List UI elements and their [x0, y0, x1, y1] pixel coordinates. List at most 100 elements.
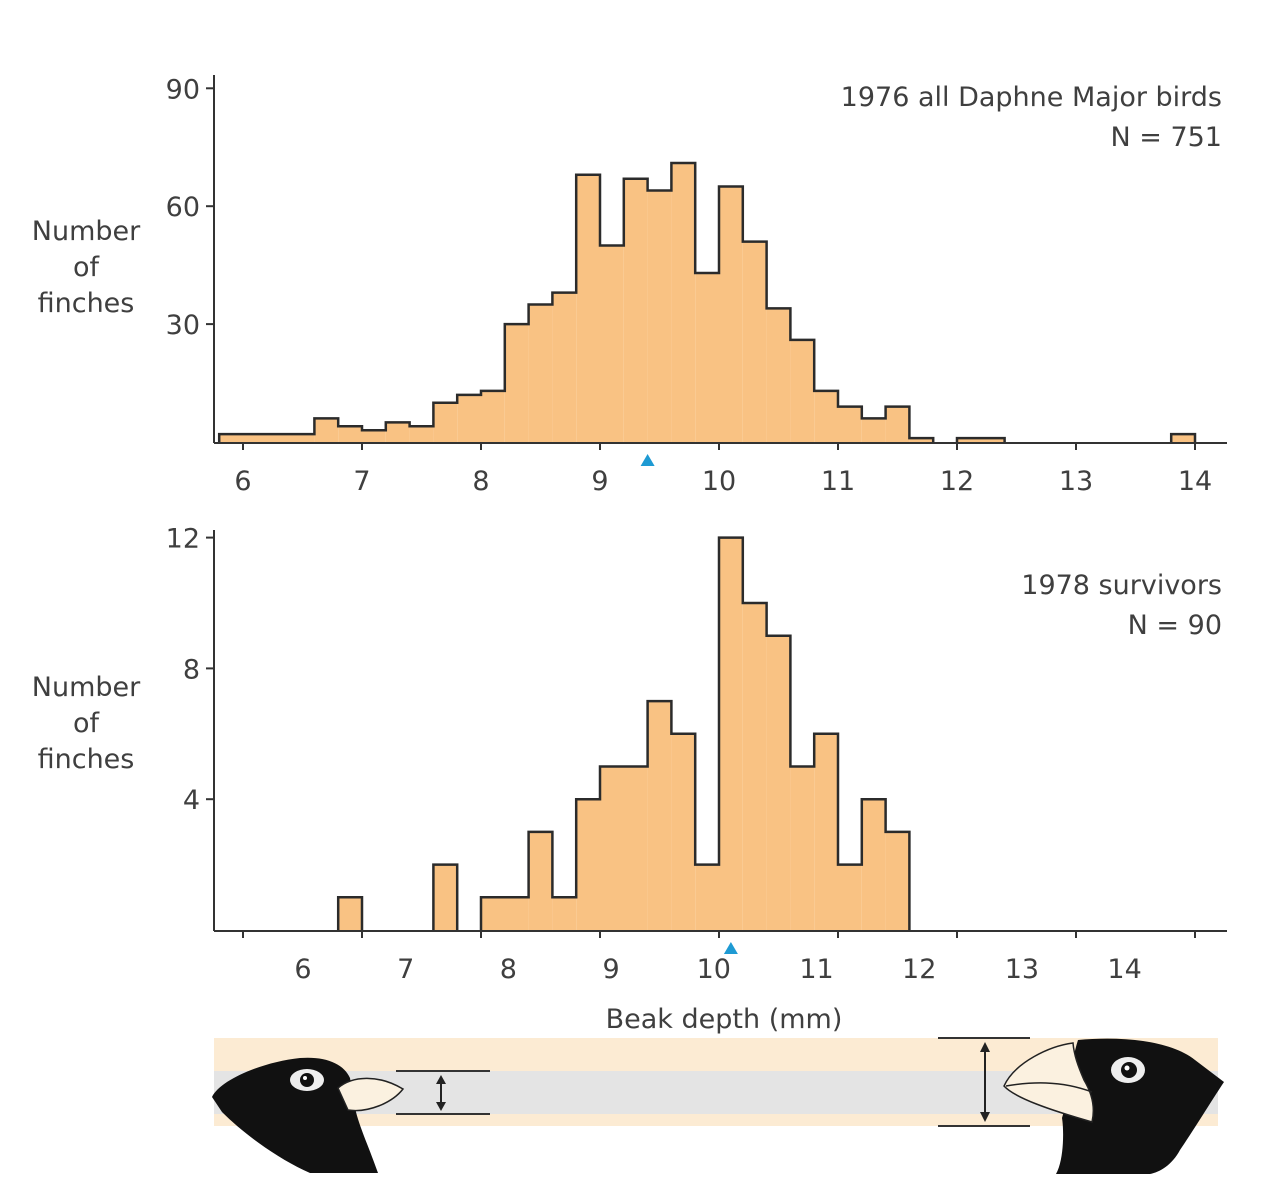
- y-tick-label: 90: [166, 74, 200, 105]
- histogram-outline: [217, 161, 1197, 442]
- histogram-bin: [481, 390, 505, 442]
- svg-text:Number: Number: [32, 672, 141, 703]
- histogram-bin: [576, 799, 600, 930]
- histogram-bin: [219, 434, 315, 442]
- histogram-bin: [790, 339, 815, 442]
- histogram-bin: [338, 426, 362, 442]
- histogram-bin: [433, 864, 458, 930]
- x-axis-label: Beak depth (mm): [606, 1004, 843, 1035]
- histogram-bin: [481, 897, 529, 930]
- x-tick-label: 12: [940, 466, 974, 497]
- x-tick-label: 14: [1107, 954, 1141, 985]
- histogram-bin: [552, 897, 577, 930]
- x-tick-label: 8: [472, 466, 489, 497]
- histogram-bin: [528, 831, 553, 930]
- x-tick-label: 7: [397, 954, 414, 985]
- svg-text:finches: finches: [38, 744, 135, 775]
- histogram-bin: [671, 733, 696, 930]
- x-tick-label: 8: [500, 954, 517, 985]
- y-tick-label: 8: [183, 654, 200, 685]
- histogram-bin: [576, 174, 600, 442]
- histogram-bin: [719, 186, 743, 442]
- histogram-bars: [338, 537, 910, 930]
- x-ticks: 6 7 8 9 10 11 12 13 14: [242, 931, 1196, 985]
- histogram-bin: [742, 241, 767, 442]
- histogram-bin: [861, 418, 886, 442]
- x-tick-label: 13: [1005, 954, 1039, 985]
- histogram-bin: [600, 245, 624, 442]
- x-tick-label: 9: [603, 954, 620, 985]
- histogram-bin: [861, 799, 886, 930]
- sample-size: N = 751: [1110, 122, 1222, 153]
- svg-text:Number: Number: [32, 216, 141, 247]
- histogram-bin: [647, 190, 672, 442]
- x-tick-label: 11: [799, 954, 833, 985]
- histogram-1976: 30 60 90 6 7 8 9 10 11 12 13 14 1976 all Daphne Ma…: [32, 74, 1227, 497]
- svg-text:of: of: [73, 252, 101, 283]
- x-tick-label: 10: [702, 466, 736, 497]
- histogram-bin: [409, 426, 434, 442]
- x-tick-label: 11: [821, 466, 855, 497]
- histogram-bin: [314, 418, 339, 442]
- large-beak-finch-icon: [1003, 1038, 1224, 1174]
- x-tick-label: 13: [1059, 466, 1093, 497]
- histogram-bin: [338, 897, 362, 930]
- histogram-bin: [790, 766, 815, 930]
- mean-marker-icon: [723, 942, 738, 954]
- small-depth-arrow-icon: [436, 1075, 446, 1111]
- histogram-bin: [957, 438, 1005, 442]
- y-ticks: 30 60 90: [166, 74, 214, 341]
- histogram-bin: [600, 766, 648, 930]
- svg-text:finches: finches: [38, 288, 135, 319]
- histogram-bin: [1171, 434, 1195, 442]
- histogram-bars: [219, 162, 1195, 442]
- large-depth-arrow-icon: [980, 1042, 990, 1122]
- histogram-bin: [695, 864, 719, 930]
- histogram-bin: [695, 273, 719, 442]
- histogram-bin: [623, 178, 648, 442]
- x-tick-label: 7: [353, 466, 370, 497]
- histogram-bin: [647, 701, 672, 930]
- sample-size: N = 90: [1128, 610, 1222, 641]
- y-axis-label: Number of finches: [32, 216, 141, 319]
- x-tick-label: 10: [697, 954, 731, 985]
- histogram-bin: [909, 438, 934, 442]
- x-tick-label: 6: [294, 954, 311, 985]
- histogram-bin: [838, 864, 862, 930]
- histogram-outline: [336, 536, 911, 930]
- histogram-bin: [528, 304, 553, 442]
- histogram-1978: 4 8 12 6 7 8 9 10 11 12 13 14 1978 survivors N = 9…: [32, 524, 1227, 1035]
- chart-title: 1976 all Daphne Major birds: [841, 82, 1222, 113]
- y-axis-label: Number of finches: [32, 672, 141, 775]
- y-ticks: 4 8 12: [166, 524, 214, 816]
- mean-marker-icon: [640, 454, 655, 466]
- small-beak-finch-icon: [212, 1057, 405, 1173]
- x-tick-label: 14: [1178, 466, 1212, 497]
- x-ticks: 6 7 8 9 10 11 12 13 14: [234, 443, 1212, 497]
- y-tick-label: 60: [166, 192, 200, 223]
- histogram-bin: [433, 402, 458, 442]
- histogram-bin: [838, 406, 862, 442]
- histogram-bin: [552, 292, 577, 442]
- histogram-bin: [457, 394, 481, 442]
- histogram-bin: [885, 831, 910, 930]
- histogram-bin: [671, 162, 696, 442]
- histogram-bin: [814, 390, 838, 442]
- histogram-bin: [885, 406, 910, 442]
- x-tick-label: 12: [902, 954, 936, 985]
- x-tick-label: 6: [234, 466, 251, 497]
- y-tick-label: 12: [166, 524, 200, 555]
- histogram-bin: [766, 308, 791, 442]
- histogram-bin: [719, 537, 743, 930]
- y-tick-label: 30: [166, 310, 200, 341]
- x-tick-label: 9: [591, 466, 608, 497]
- histogram-bin: [385, 422, 410, 442]
- histogram-bin: [814, 733, 838, 930]
- histogram-bin: [362, 430, 386, 442]
- histogram-bin: [766, 635, 791, 930]
- histogram-bin: [504, 324, 529, 442]
- beak-depth-illustration: [212, 1037, 1224, 1174]
- y-tick-label: 4: [183, 785, 200, 816]
- chart-title: 1978 survivors: [1021, 570, 1222, 601]
